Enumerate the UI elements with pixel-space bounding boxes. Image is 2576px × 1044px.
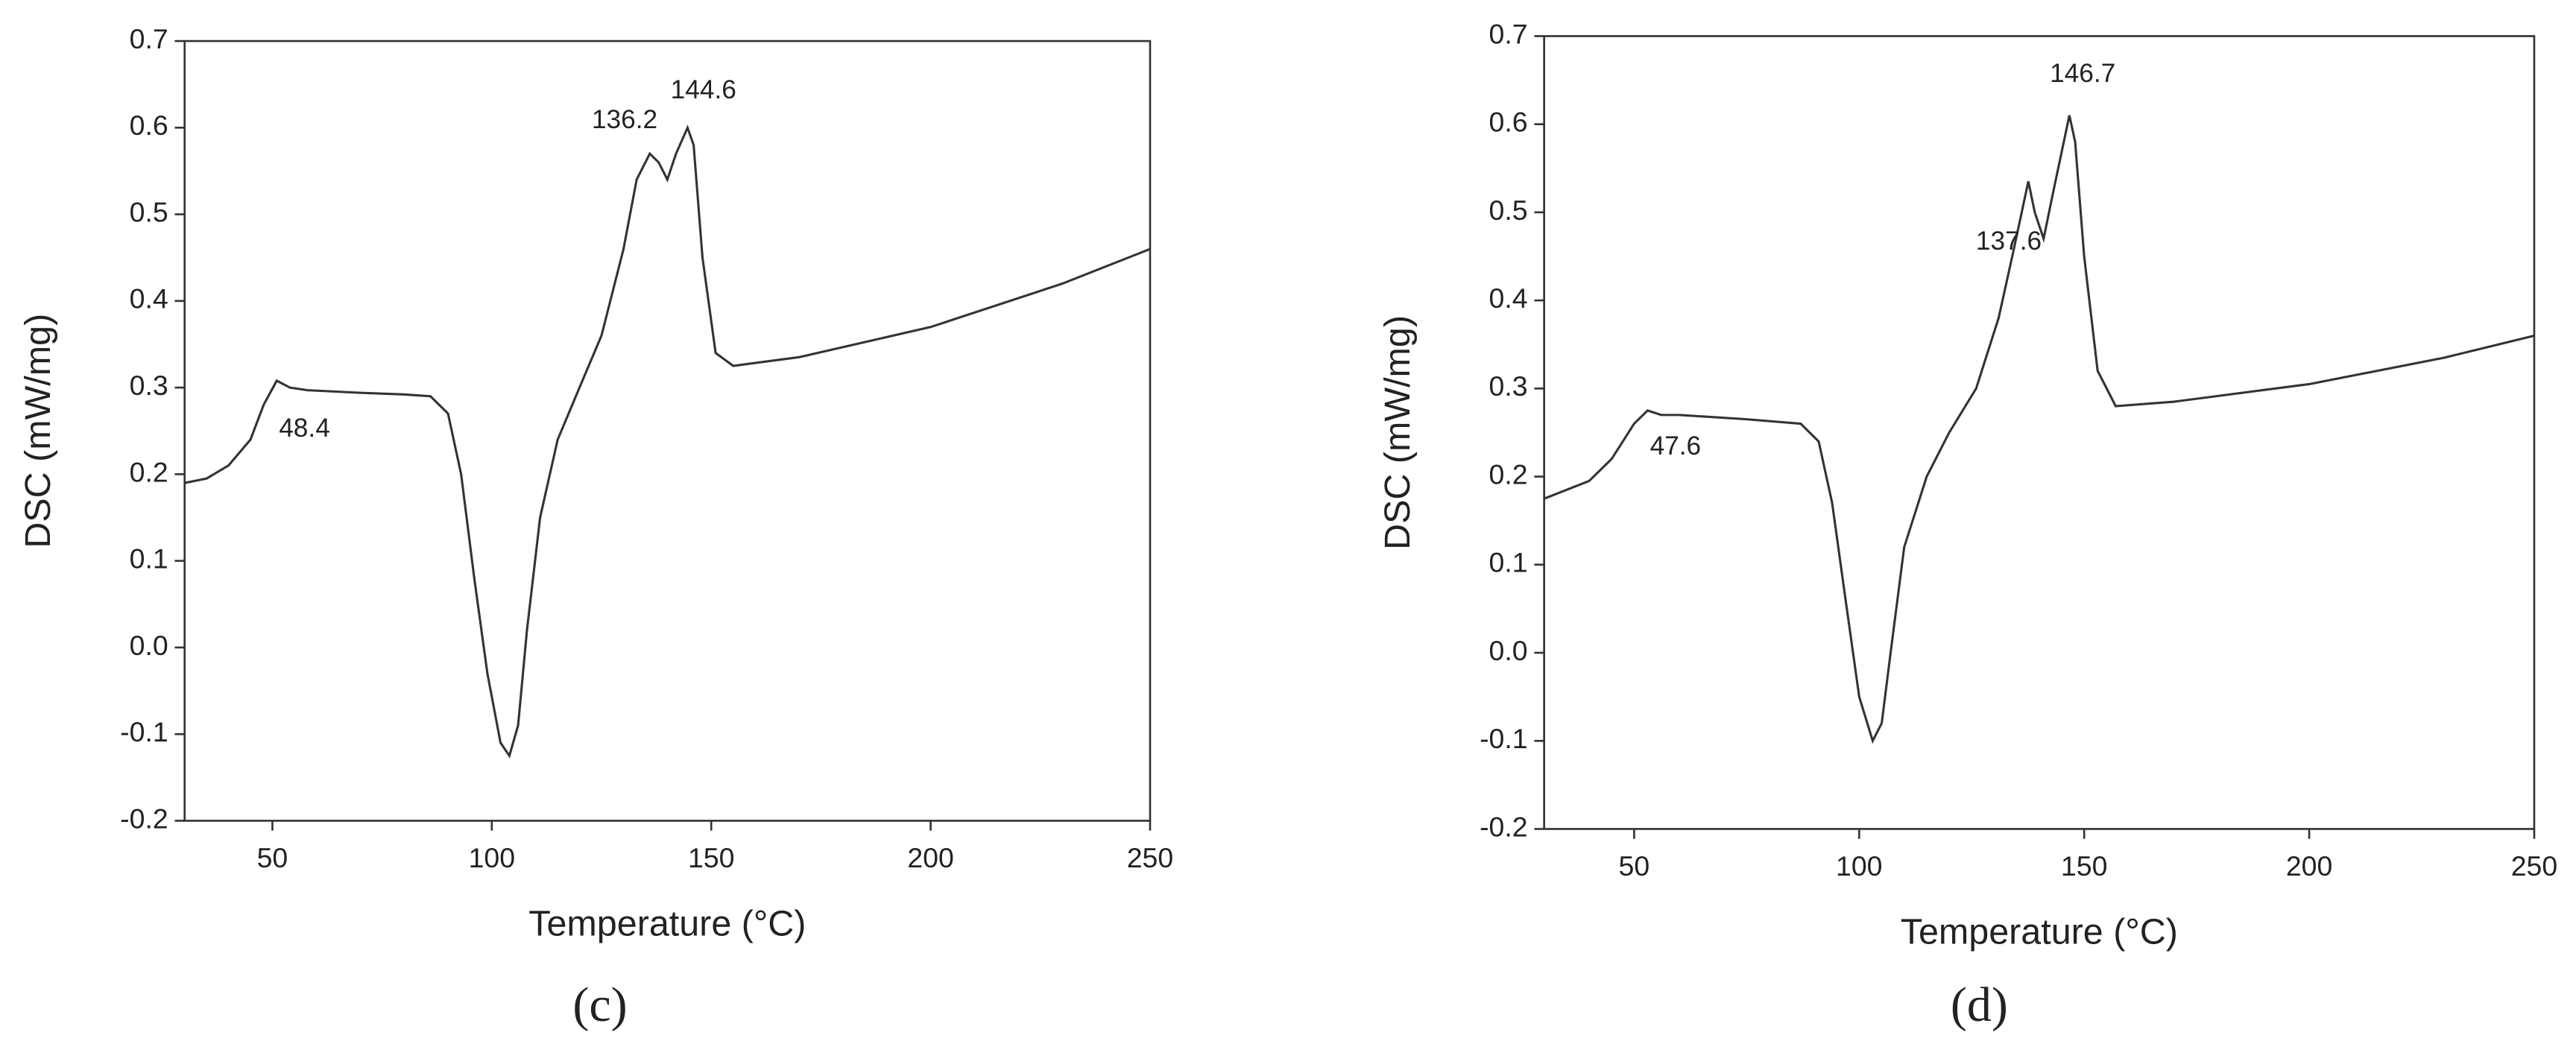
peak-annotation: 144.6 (671, 75, 736, 104)
x-axis-title: Temperature (°C) (1901, 912, 2178, 952)
x-tick-label: 100 (1836, 850, 1882, 882)
x-tick-label: 200 (907, 842, 953, 873)
peak-annotation: 146.7 (2050, 59, 2115, 88)
x-tick-label: 50 (1619, 850, 1650, 882)
y-axis-title: DSC (mW/mg) (1377, 315, 1418, 550)
x-axis-title: Temperature (°C) (528, 904, 806, 944)
y-tick-label: 0.7 (1489, 18, 1528, 49)
panel-label: (d) (1951, 978, 2008, 1032)
dsc-curve (1544, 115, 2535, 744)
y-tick-label: 0.1 (130, 543, 168, 575)
y-tick-label: -0.2 (120, 803, 168, 834)
y-tick-label: -0.1 (120, 716, 168, 747)
dsc-curve (184, 124, 1151, 759)
peak-annotation: 48.4 (279, 414, 330, 443)
peak-annotation: 136.2 (592, 105, 657, 134)
y-tick-label: 0.7 (130, 23, 168, 54)
x-tick-label: 250 (1127, 842, 1173, 873)
x-tick-label: 200 (2286, 850, 2332, 882)
peak-annotation: 47.6 (1650, 431, 1702, 461)
y-tick-label: 0.4 (130, 283, 168, 314)
panel-label: (c) (572, 978, 627, 1032)
x-tick-label: 50 (257, 842, 288, 873)
y-tick-label: 0.6 (1489, 107, 1528, 138)
y-tick-label: -0.2 (1480, 811, 1528, 842)
y-tick-label: 0.5 (1489, 194, 1528, 226)
x-tick-label: 150 (688, 842, 734, 873)
y-tick-label: -0.1 (1480, 723, 1528, 754)
y-axis-title: DSC (mW/mg) (18, 314, 58, 548)
peak-annotation: 137.6 (1976, 227, 2042, 256)
x-tick-label: 250 (2511, 850, 2557, 882)
y-tick-label: 0.5 (130, 196, 168, 227)
plot-frame (183, 39, 1152, 822)
x-tick-label: 100 (469, 842, 515, 873)
y-tick-label: 0.3 (1489, 370, 1528, 402)
x-tick-label: 150 (2061, 850, 2107, 882)
y-tick-label: 0.4 (1489, 282, 1528, 314)
y-tick-label: 0.2 (1489, 458, 1528, 490)
y-tick-label: 0.2 (130, 456, 168, 487)
y-tick-label: 0.6 (130, 110, 168, 141)
y-tick-label: 0.1 (1489, 547, 1528, 578)
y-tick-label: 0.0 (130, 630, 168, 661)
plot-frame (1543, 35, 2536, 830)
y-tick-label: 0.3 (130, 370, 168, 401)
y-tick-label: 0.0 (1489, 635, 1528, 666)
